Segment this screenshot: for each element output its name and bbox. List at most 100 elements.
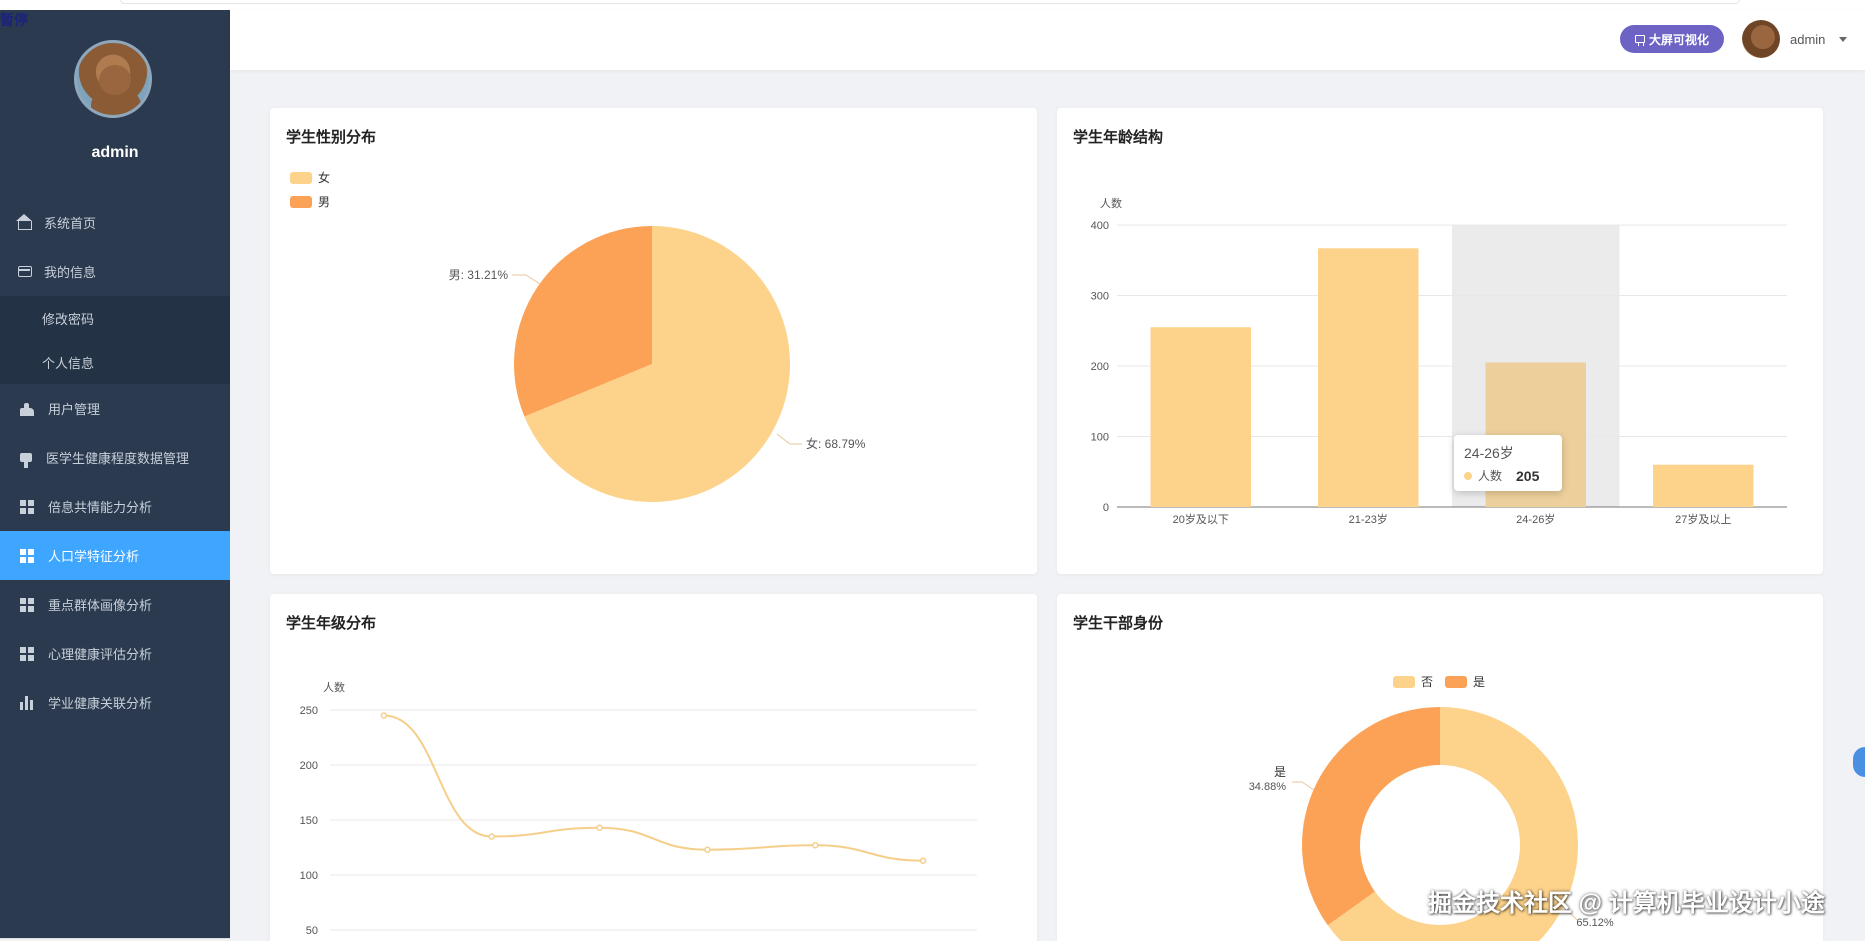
card-title: 学生性别分布: [286, 129, 377, 146]
y-tick-label: 50: [306, 925, 318, 937]
y-tick-label: 200: [300, 760, 318, 772]
grid-icon: [20, 548, 34, 563]
y-tick-label: 400: [1091, 220, 1109, 232]
sidebar-menu: 系统首页 我的信息 修改密码 个人信息 用户管理 医学生健康程度数据管理 倍息共…: [0, 198, 230, 727]
legend-swatch[interactable]: [1393, 676, 1415, 688]
grade-line-chart: 人数 50 100 150 200 250: [300, 681, 977, 937]
pie-slice[interactable]: [524, 226, 790, 502]
legend-label[interactable]: 否: [1421, 675, 1433, 689]
sidebar-avatar: [74, 40, 152, 118]
tooltip-series: 人数: [1478, 469, 1503, 483]
sidebar-item-label: 我的信息: [44, 265, 97, 280]
donut-label-name: 是: [1274, 765, 1286, 779]
legend-label[interactable]: 女: [318, 170, 330, 185]
label-line: [776, 433, 802, 445]
x-tick-label: 20岁及以下: [1173, 512, 1229, 526]
home-icon: [16, 213, 32, 230]
label-line: [1568, 911, 1578, 921]
legend-swatch[interactable]: [1445, 676, 1467, 688]
age-structure-card: 学生年龄结构 人数 0 100 200 300 400 20岁及以下 21-23岁 24-26岁…: [1057, 108, 1823, 574]
bar-chart-icon: [20, 695, 34, 710]
y-tick-label: 250: [300, 705, 318, 717]
age-bar-chart: 人数 0 100 200 300 400 20岁及以下 21-23岁 24-26岁 27岁及以上: [1091, 197, 1787, 526]
header-avatar[interactable]: [1742, 20, 1780, 58]
chevron-down-icon[interactable]: [1839, 37, 1847, 42]
grid-icon: [20, 646, 34, 661]
sidebar-username: admin: [91, 144, 139, 161]
x-tick-label: 27岁及以上: [1675, 512, 1731, 526]
gender-distribution-card: 学生性别分布 女男女: 68.79% 男: 31.21%: [270, 108, 1037, 574]
donut-label-pct: 34.88%: [1249, 781, 1287, 793]
sidebar-item-home[interactable]: 系统首页: [0, 198, 230, 247]
sidebar-item-label: 用户管理: [48, 402, 101, 417]
floating-side-button[interactable]: [1853, 747, 1865, 777]
data-point[interactable]: [704, 846, 711, 853]
bar[interactable]: [1653, 464, 1754, 507]
sidebar-item-mental-health[interactable]: 心理健康评估分析: [0, 629, 230, 678]
tooltip-value: 205: [1516, 467, 1540, 484]
sidebar-item-label: 个人信息: [42, 355, 95, 371]
y-tick-label: 200: [1091, 361, 1109, 373]
pie-slice[interactable]: [514, 226, 652, 417]
legend-label[interactable]: 男: [318, 195, 330, 209]
legend-swatch[interactable]: [290, 196, 312, 208]
sidebar-item-my-info[interactable]: 我的信息: [0, 247, 230, 296]
sidebar-item-user-management[interactable]: 用户管理: [0, 384, 230, 433]
data-point[interactable]: [596, 824, 603, 831]
bar[interactable]: [1150, 327, 1252, 507]
pie-label: 女: 68.79%: [806, 436, 866, 451]
sidebar-item-label: 医学生健康程度数据管理: [46, 451, 190, 466]
series-line: [383, 714, 924, 862]
data-point[interactable]: [812, 842, 819, 849]
sidebar-item-label: 重点群体画像分析: [48, 598, 153, 613]
grade-distribution-card: 学生年级分布 人数 50 100 150 200 250: [270, 594, 1037, 941]
big-screen-visualization-button[interactable]: 大屏可视化: [1620, 25, 1724, 53]
donut-label-pct: 65.12%: [1576, 917, 1614, 929]
bar[interactable]: [1318, 248, 1419, 507]
sidebar-item-demographic-analysis[interactable]: 人口学特征分析: [0, 531, 230, 580]
sidebar-item-label: 系统首页: [44, 216, 97, 231]
header-username[interactable]: admin: [1790, 32, 1826, 47]
hand-icon: [20, 402, 34, 416]
top-header: 大屏可视化 admin: [230, 10, 1865, 70]
sidebar-item-label: 修改密码: [42, 311, 95, 327]
browser-top-strip: [0, 0, 1865, 10]
grid-icon: [20, 597, 34, 612]
x-tick-label: 24-26岁: [1516, 512, 1555, 526]
data-point[interactable]: [380, 712, 388, 719]
y-tick-label: 150: [300, 815, 318, 827]
sidebar-item-label: 倍息共情能力分析: [48, 500, 153, 515]
legend-swatch[interactable]: [290, 172, 312, 184]
bookmark-icon: [20, 453, 32, 468]
card-title: 学生干部身份: [1073, 615, 1164, 632]
label-line: [512, 274, 541, 285]
viz-button-label: 大屏可视化: [1648, 32, 1709, 47]
y-axis-label: 人数: [1100, 197, 1122, 210]
grid-icon: [20, 499, 34, 514]
sidebar-item-academic-health[interactable]: 学业健康关联分析: [0, 678, 230, 727]
cadre-status-card: 学生干部身份 否是是 34.88% 65.12%: [1057, 594, 1823, 941]
tooltip-dot: [1464, 471, 1472, 480]
sidebar-item-group-portrait[interactable]: 重点群体画像分析: [0, 580, 230, 629]
tooltip-title: 24-26岁: [1464, 445, 1514, 461]
sidebar-item-health-data[interactable]: 医学生健康程度数据管理: [0, 433, 230, 482]
watermark: 掘金技术社区 @ 计算机毕业设计小途: [1428, 890, 1825, 917]
data-point[interactable]: [919, 857, 927, 864]
sidebar-item-empathy-analysis[interactable]: 倍息共情能力分析: [0, 482, 230, 531]
y-tick-label: 0: [1103, 502, 1109, 514]
cadre-donut-chart: 否是是34.88%65.12%: [1249, 675, 1614, 941]
donut-slice[interactable]: [1327, 707, 1578, 941]
gender-pie-chart: 女男女: 68.79% 男: 31.21%: [290, 170, 866, 502]
donut-slice[interactable]: [1302, 707, 1440, 926]
sidebar-item-personal-info[interactable]: 个人信息: [0, 340, 230, 384]
sidebar-horizontal-scrollbar[interactable]: [0, 938, 230, 941]
y-tick-label: 100: [1091, 432, 1109, 444]
card-title: 学生年龄结构: [1073, 129, 1164, 146]
corner-overlay-text: 暂停: [0, 12, 28, 28]
chart-tooltip: 24-26岁 人数 205: [1454, 435, 1562, 491]
wallet-icon: [18, 266, 32, 277]
y-tick-label: 300: [1091, 291, 1109, 303]
data-point[interactable]: [488, 833, 495, 840]
sidebar-item-change-password[interactable]: 修改密码: [0, 296, 230, 340]
legend-label[interactable]: 是: [1473, 675, 1485, 689]
